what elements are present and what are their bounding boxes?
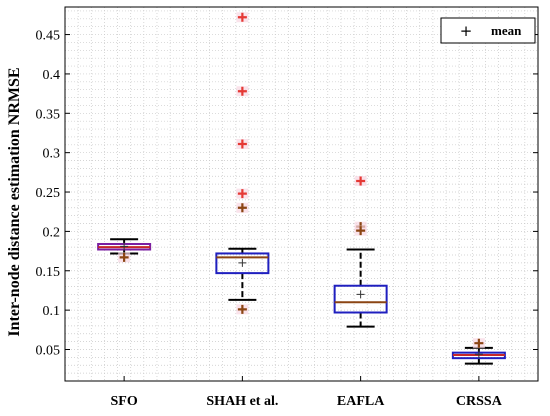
box-iqr (215, 252, 270, 275)
legend: + mean (440, 17, 536, 44)
y-tick-label: 0.35 (36, 107, 61, 122)
x-axis-categories: SFO SHAH et al. EAFLA CRSSA (111, 376, 503, 409)
box-crssa (451, 338, 506, 365)
mean-marker (238, 258, 247, 267)
box-shah-et-al (215, 12, 270, 315)
x-category-label: SFO (111, 394, 138, 409)
plot-area-frame (64, 6, 539, 382)
box-eafla (333, 176, 388, 328)
outlier-marker (356, 176, 366, 186)
outlier-marker (237, 203, 247, 213)
outlier-marker (237, 12, 247, 22)
y-tick-label: 0.45 (36, 29, 61, 44)
outlier-marker (237, 139, 247, 149)
mean-marker (356, 290, 365, 299)
x-category-label: EAFLA (337, 394, 385, 409)
mean-marker (474, 350, 483, 359)
y-tick-label: 0.25 (36, 186, 61, 201)
box-sfo (97, 238, 152, 263)
outlier-marker (237, 86, 247, 96)
box-plot-series (97, 12, 506, 365)
outlier-marker (119, 252, 129, 262)
axes (64, 6, 539, 382)
y-tick-label: 0.15 (36, 265, 61, 280)
mean-marker (120, 242, 129, 251)
legend-marker: + (460, 22, 473, 40)
y-axis-title: Inter-node distance estimation NRMSE (6, 67, 23, 336)
legend-box (440, 17, 536, 44)
y-tick-label: 0.1 (43, 304, 61, 319)
legend-label: mean (491, 23, 522, 38)
outlier-marker (474, 338, 484, 348)
y-axis-ticks: 0.05 0.1 0.15 0.2 0.25 0.3 0.35 0.4 0.45 (36, 29, 538, 359)
y-tick-label: 0.05 (36, 344, 61, 359)
outlier-marker (237, 189, 247, 199)
outlier-marker (356, 226, 366, 236)
y-tick-label: 0.2 (43, 225, 61, 240)
y-tick-label: 0.4 (43, 68, 61, 83)
outlier-marker (237, 304, 247, 314)
y-tick-label: 0.3 (43, 147, 61, 162)
x-category-label: CRSSA (456, 394, 503, 409)
box-iqr (333, 284, 388, 314)
x-category-label: SHAH et al. (206, 394, 278, 409)
grid-lines (65, 7, 538, 382)
